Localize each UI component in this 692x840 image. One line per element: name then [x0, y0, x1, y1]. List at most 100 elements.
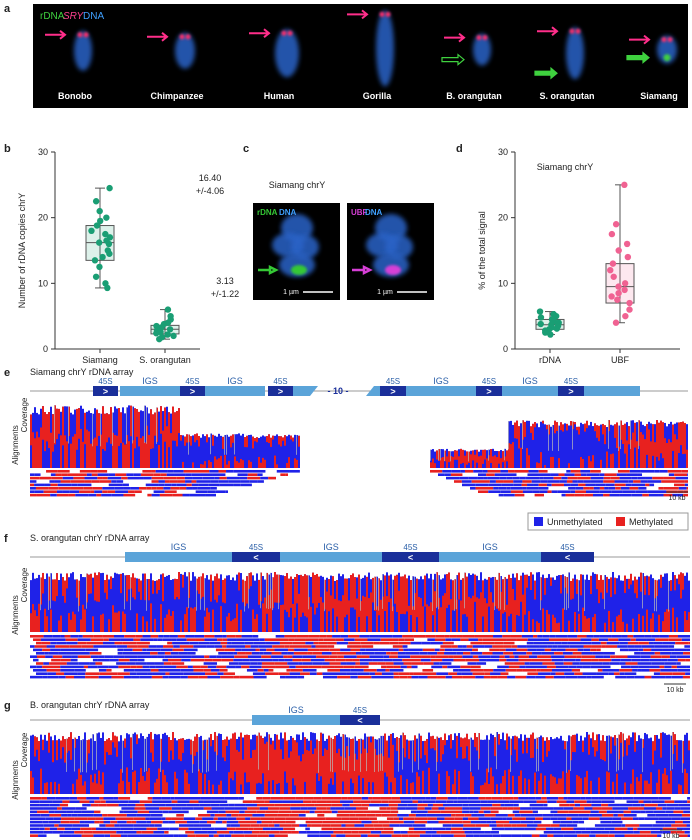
- coverage-unmethylated: [646, 734, 648, 794]
- read-segment: [538, 487, 549, 490]
- coverage-unmethylated: [556, 575, 558, 632]
- coverage-methylated: [176, 579, 178, 597]
- coverage-methylated: [148, 579, 150, 601]
- coverage-methylated: [212, 609, 214, 632]
- read-segment: [308, 635, 320, 638]
- coverage-gap: [454, 579, 455, 611]
- coverage-methylated: [132, 573, 134, 598]
- read-segment: [663, 493, 673, 497]
- coverage-unmethylated: [490, 733, 492, 794]
- read-segment: [685, 658, 690, 662]
- read-segment: [163, 662, 172, 665]
- coverage-gap: [296, 435, 297, 455]
- read-segment: [139, 476, 144, 480]
- coverage-methylated: [440, 737, 442, 762]
- coverage-methylated: [64, 739, 66, 763]
- coverage-unmethylated: [206, 434, 208, 468]
- read-segment: [193, 807, 204, 810]
- read-segment: [282, 800, 294, 803]
- legend-box: [527, 512, 689, 531]
- read-segment: [260, 476, 269, 480]
- read-segment: [335, 638, 344, 641]
- read-segment: [492, 645, 504, 648]
- coverage-unmethylated: [130, 405, 132, 468]
- coverage-methylated: [186, 772, 188, 794]
- read-segment: [442, 824, 452, 827]
- read-segment: [54, 810, 67, 814]
- read-segment: [561, 476, 568, 480]
- coverage-methylated: [646, 780, 648, 794]
- read-segment: [126, 473, 134, 476]
- coverage-methylated: [106, 739, 108, 753]
- coverage-unmethylated: [262, 435, 264, 468]
- coverage-unmethylated: [200, 437, 202, 468]
- coverage-unmethylated: [440, 579, 442, 632]
- read-segment: [164, 480, 170, 483]
- read-segment: [646, 834, 658, 837]
- coverage-methylated: [174, 771, 176, 794]
- sry-signal: [83, 32, 89, 38]
- read-segment: [90, 675, 99, 679]
- read-segment: [166, 669, 181, 672]
- read-segment: [640, 658, 650, 662]
- coverage-methylated: [518, 775, 520, 794]
- read-segment: [430, 470, 443, 473]
- read-segment: [82, 803, 87, 807]
- coverage-unmethylated: [290, 435, 292, 468]
- read-segment: [448, 672, 458, 675]
- read-segment: [497, 675, 508, 679]
- coverage-methylated: [684, 422, 686, 454]
- read-segment: [678, 803, 683, 807]
- coverage-methylated: [326, 749, 328, 794]
- read-segment: [508, 470, 515, 473]
- coverage-unmethylated: [266, 436, 268, 468]
- read-segment: [379, 641, 390, 645]
- coverage-gap: [566, 577, 567, 611]
- read-segment: [117, 652, 123, 655]
- read-segment: [637, 476, 646, 480]
- coverage-methylated: [66, 441, 68, 468]
- read-segment: [239, 645, 246, 648]
- read-segment: [57, 470, 70, 473]
- read-segment: [214, 635, 223, 638]
- coverage-unmethylated: [42, 739, 44, 794]
- coverage-methylated: [414, 593, 416, 632]
- coverage-unmethylated: [616, 578, 618, 632]
- read-segment: [583, 645, 592, 648]
- read-segment: [645, 476, 653, 480]
- read-segment: [78, 831, 84, 834]
- read-segment: [245, 652, 252, 655]
- chromosome: [657, 35, 677, 64]
- read-segment: [367, 834, 380, 837]
- read-segment: [671, 817, 681, 820]
- track-label: Coverage: [20, 397, 29, 432]
- read-segment: [546, 665, 556, 669]
- coverage-unmethylated: [184, 436, 186, 468]
- read-segment: [202, 817, 214, 820]
- coverage-unmethylated: [180, 573, 182, 632]
- read-segment: [400, 831, 408, 834]
- read-segment: [576, 641, 583, 645]
- coverage-gap: [272, 577, 273, 611]
- coverage-methylated: [278, 436, 280, 445]
- read-segment: [662, 648, 675, 652]
- coverage-unmethylated: [236, 434, 238, 468]
- read-segment: [658, 487, 664, 490]
- coverage-gap: [202, 740, 203, 773]
- coverage-unmethylated: [592, 732, 594, 794]
- read-segment: [526, 824, 538, 827]
- read-segment: [369, 803, 380, 807]
- coverage-unmethylated: [644, 576, 646, 632]
- coverage-methylated: [462, 578, 464, 615]
- coverage-unmethylated: [584, 737, 586, 794]
- read-segment: [162, 810, 169, 814]
- read-segment: [176, 665, 188, 669]
- read-segment: [482, 470, 488, 473]
- coverage-unmethylated: [192, 572, 194, 632]
- read-segment: [490, 672, 501, 675]
- read-segment: [425, 831, 432, 834]
- read-segment: [519, 665, 526, 669]
- coverage-methylated: [620, 609, 622, 632]
- read-segment: [115, 473, 127, 476]
- read-segment: [390, 652, 398, 655]
